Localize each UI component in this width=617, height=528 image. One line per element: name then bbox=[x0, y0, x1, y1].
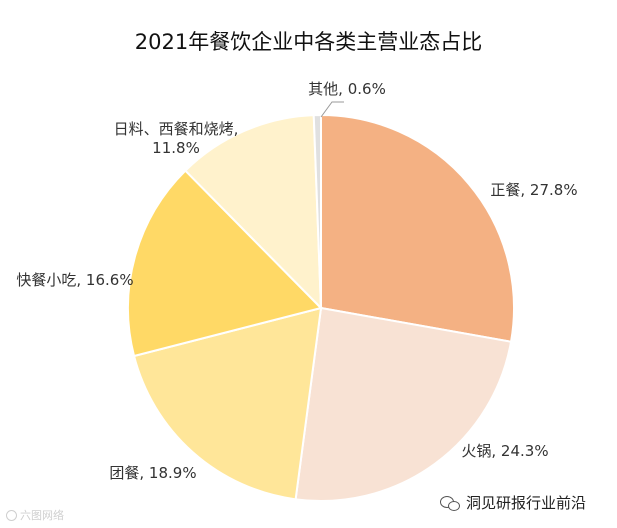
watermark-logo-icon bbox=[6, 509, 17, 521]
watermark-right-text: 洞见研报行业前沿 bbox=[466, 494, 587, 512]
leader-line-qita bbox=[320, 101, 344, 118]
watermark-left: 六图网络 bbox=[6, 507, 64, 523]
pie-slice-huoguo bbox=[294, 306, 513, 502]
leader-lines bbox=[320, 101, 344, 118]
pie-slice-zhengcan bbox=[320, 113, 515, 343]
pie-slice-tuancan bbox=[132, 306, 323, 501]
pie-slices bbox=[127, 113, 515, 502]
slice-label-riliao: 日料、西餐和烧烤, 11.8% bbox=[114, 120, 239, 157]
pie-slice-qita bbox=[312, 113, 322, 309]
slice-label-huoguo: 火锅, 24.3% bbox=[461, 442, 548, 460]
slice-label-kuaican: 快餐小吃, 16.6% bbox=[16, 271, 133, 289]
pie-slice-kuaican bbox=[127, 169, 323, 358]
slice-label-zhengcan: 正餐, 27.8% bbox=[490, 181, 577, 199]
pie-slice-riliao bbox=[183, 114, 323, 311]
chart-title: 2021年餐饮企业中各类主营业态占比 bbox=[134, 30, 483, 54]
wechat-icon bbox=[440, 495, 460, 511]
slice-label-qita: 其他, 0.6% bbox=[308, 80, 386, 98]
slice-label-tuancan: 团餐, 18.9% bbox=[109, 464, 196, 482]
slice-labels: 正餐, 27.8% 火锅, 24.3% 团餐, 18.9% 快餐小吃, 16.6% 日料… bbox=[16, 80, 577, 482]
watermark-right: 洞见研报行业前沿 bbox=[440, 492, 586, 513]
watermark-left-text: 六图网络 bbox=[20, 509, 64, 522]
